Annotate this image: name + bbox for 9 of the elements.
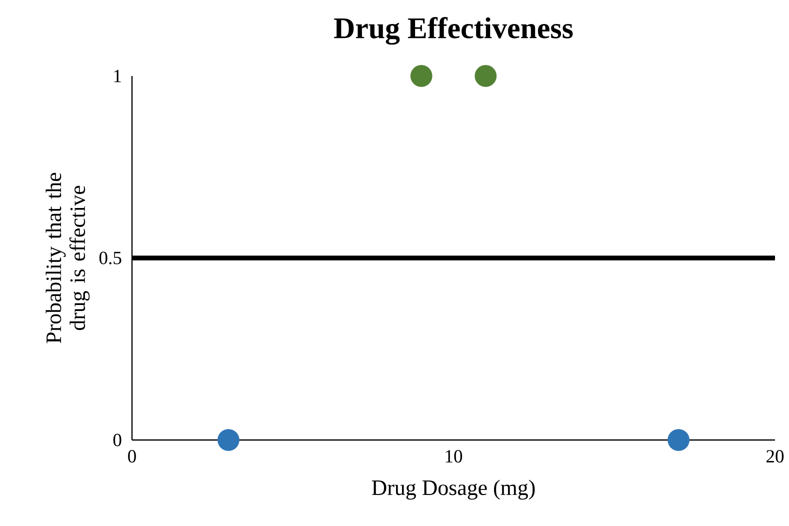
y-tick-label: 0.5 [99,252,122,264]
x-axis-title: Drug Dosage (mg) [372,480,535,500]
x-tick-label: 20 [766,450,784,463]
x-tick-label: 10 [446,450,462,463]
x-tick-label: 0 [128,450,136,463]
y-tick-label: 1 [114,70,121,82]
chart-title: Drug Effectiveness [334,17,573,45]
y-tick-label: 0 [113,434,122,446]
y-axis-title: Probability that the drug is effective [46,172,90,344]
